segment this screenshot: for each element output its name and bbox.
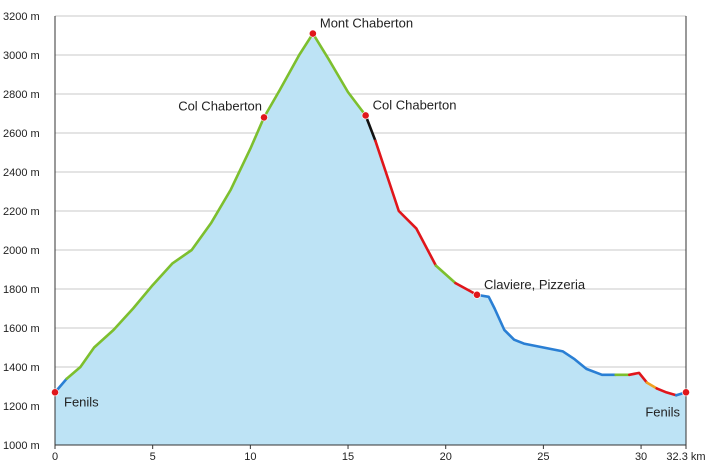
profile-area-layer (55, 33, 686, 445)
profile-line-layer (53, 32, 688, 397)
profile-area (55, 33, 686, 445)
y-tick-label: 1000 m (3, 440, 40, 452)
y-tick-label: 3000 m (3, 50, 40, 62)
waypoint-dot (308, 29, 317, 38)
x-tick-label: 30 (635, 451, 647, 463)
profile-segment (454, 281, 479, 297)
y-tick-label: 3200 m (3, 11, 40, 23)
y-tick-label: 1200 m (3, 401, 40, 413)
y-tick-label: 2600 m (3, 128, 40, 140)
waypoint-dot (473, 290, 481, 299)
y-tick-label: 1800 m (3, 284, 40, 296)
x-tick-label: 20 (440, 451, 452, 463)
x-tick-label: 32.3 km (666, 451, 705, 463)
profile-segment (374, 139, 438, 267)
y-tick-label: 1400 m (3, 362, 40, 374)
waypoint-label: Claviere, Pizzeria (484, 277, 586, 292)
waypoint-label: Col Chaberton (373, 97, 457, 112)
axes (54, 16, 687, 446)
x-tick-label: 0 (52, 451, 58, 463)
profile-segment (655, 387, 678, 397)
y-tick-label: 2000 m (3, 245, 40, 257)
x-tick-label: 5 (150, 451, 156, 463)
y-tick-labels: 1000 m 1200 m 1400 m 1600 m 1800 m 2000 m 2200… (3, 11, 40, 452)
profile-segment (65, 32, 367, 380)
profile-segment (645, 381, 658, 390)
profile-segment (434, 264, 457, 285)
waypoint-label: Fenils (645, 404, 680, 419)
y-tick-label: 1600 m (3, 323, 40, 335)
waypoint-dot (260, 113, 268, 122)
x-tick-labels: 0 5 10 15 20 25 30 32.3 km (52, 445, 706, 463)
waypoint-markers: Fenils Col Chaberton Mont Chaberton Col Cha… (51, 16, 690, 419)
x-tick-label: 10 (244, 451, 256, 463)
waypoint-label: Mont Chaberton (320, 16, 413, 31)
waypoint-dot (361, 111, 370, 120)
profile-segment (628, 371, 649, 384)
profile-segment (475, 293, 617, 377)
y-tick-label: 2200 m (3, 206, 40, 218)
waypoint-label: Fenils (64, 394, 99, 409)
x-tick-label: 15 (342, 451, 354, 463)
profile-segment (364, 114, 377, 143)
waypoint-dot (51, 388, 59, 397)
waypoint-label: Col Chaberton (178, 98, 262, 113)
waypoint-dot (682, 388, 690, 397)
y-tick-label: 2800 m (3, 89, 40, 101)
y-tick-label: 2400 m (3, 167, 40, 179)
x-tick-label: 25 (537, 451, 549, 463)
